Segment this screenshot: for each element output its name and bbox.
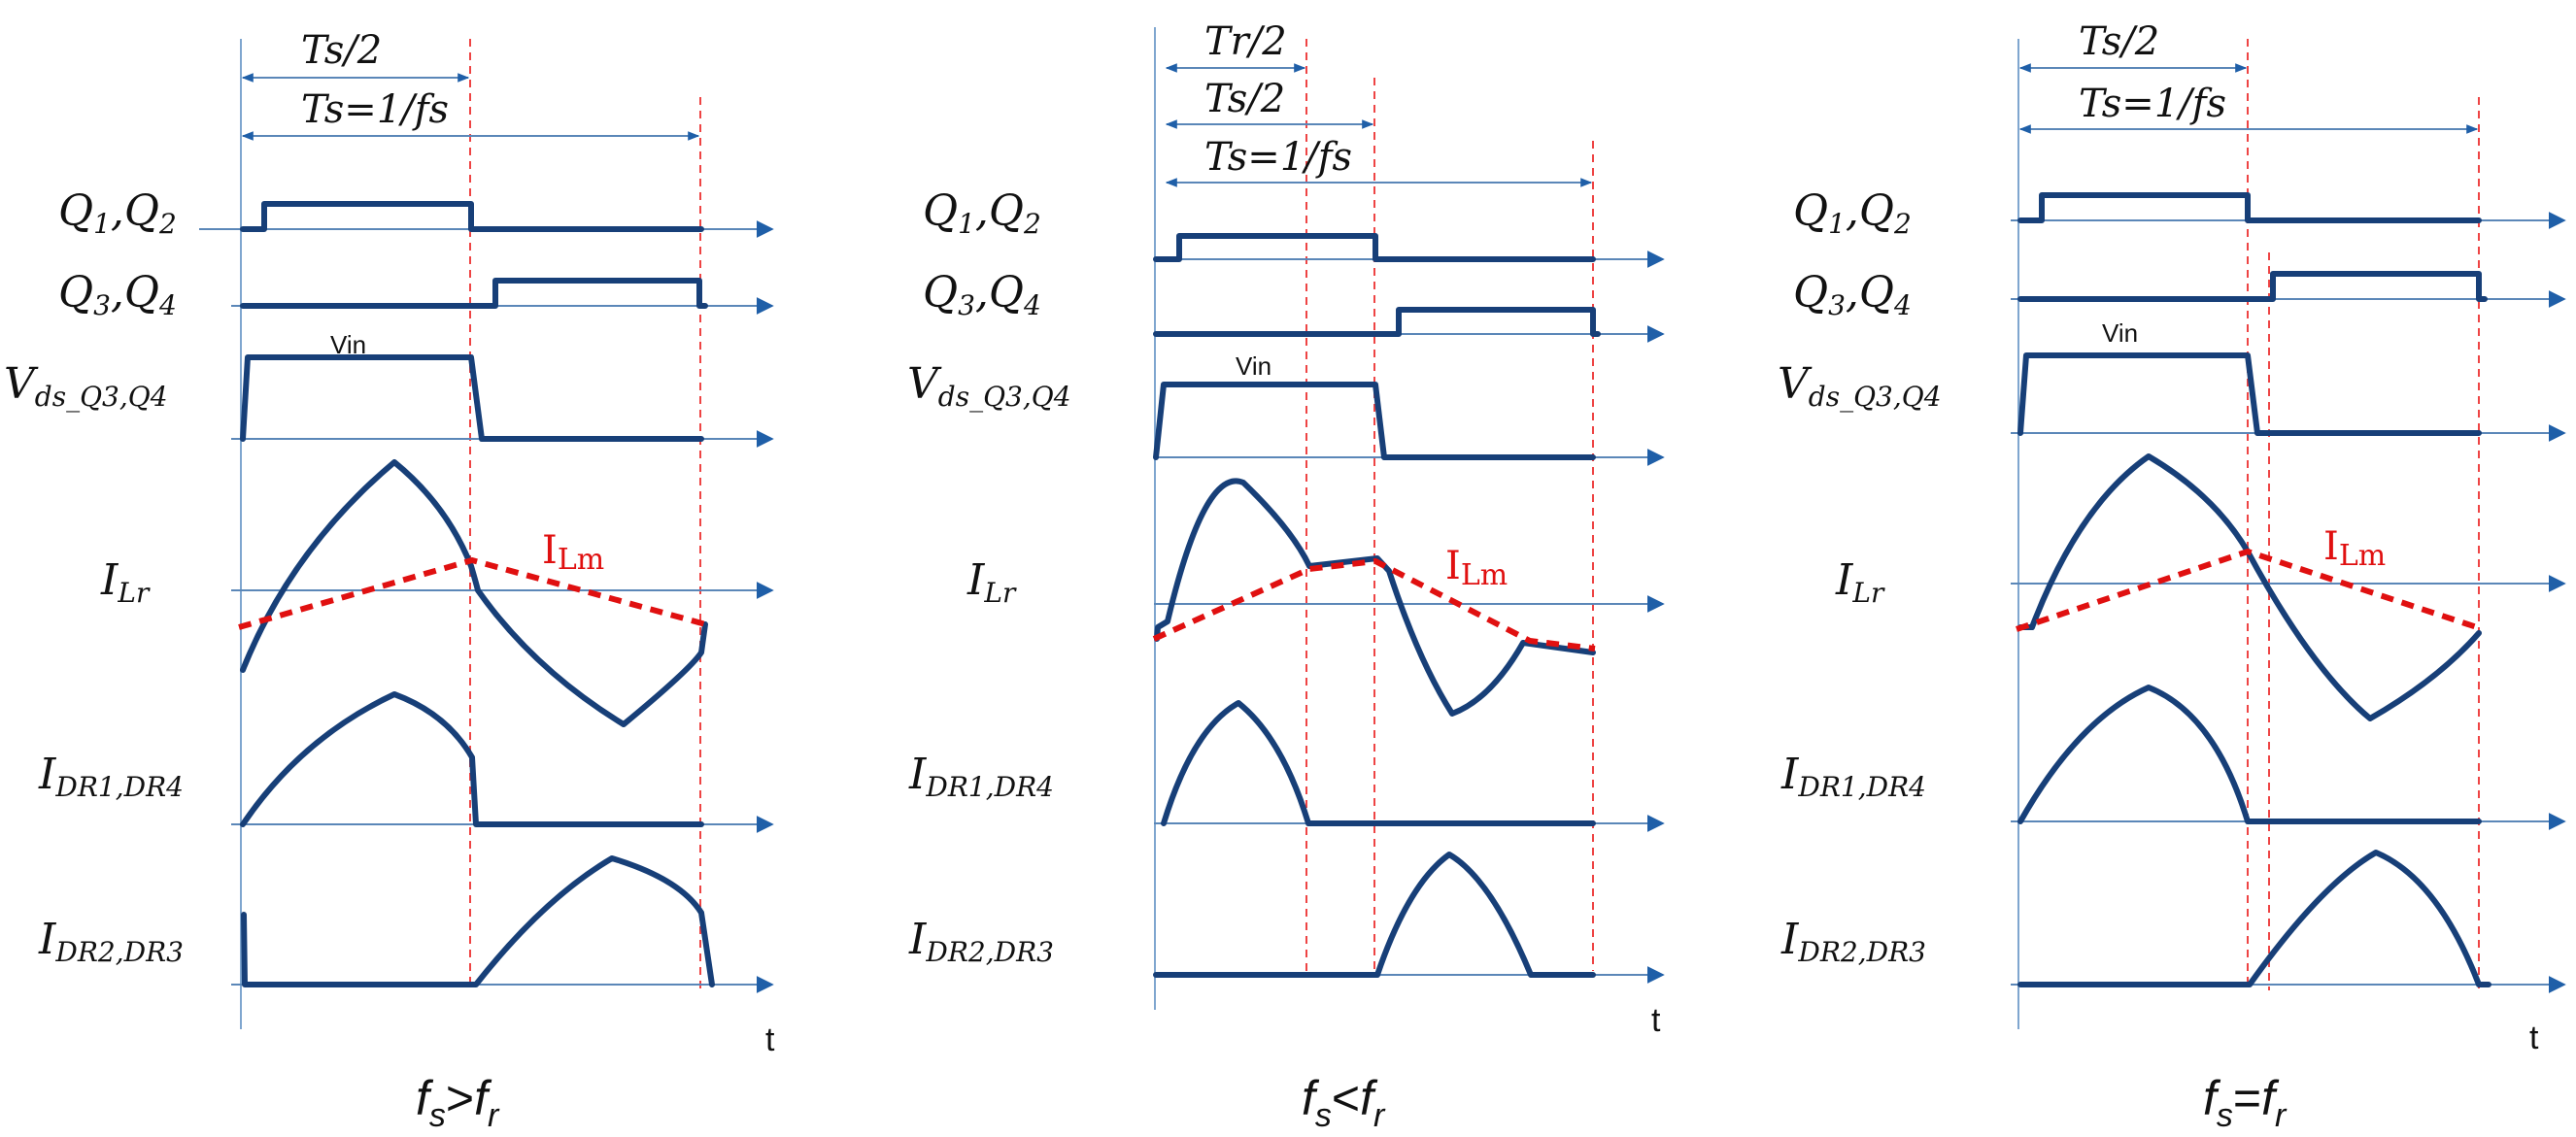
vds-q3-q4-waveform: [1153, 382, 1596, 460]
dimension-label: Ts=1/fs: [1204, 135, 1352, 180]
signal-label-idr2-dr3: IDR2,DR3: [38, 915, 184, 968]
panel-fs-equal-fr: Ts/2 Ts=1/fs ILm Vin t fs=fr Q1,Q2 Q3,Q4…: [1778, 19, 2566, 1134]
signal-label-idr2-dr3: IDR2,DR3: [908, 915, 1054, 968]
signal-label-vds: Vds_Q3,Q4: [907, 359, 1071, 413]
idr2-dr3-waveform: [241, 855, 715, 987]
time-label: t: [1651, 1002, 1661, 1039]
dimension-label: Ts/2: [1204, 77, 1285, 121]
q1-q2-gate-signal: [1153, 233, 1596, 262]
dimension-label: Ts=1/fs: [2079, 82, 2226, 126]
ilr-waveform: [240, 459, 708, 727]
ilm-dashed-waveform: [238, 556, 710, 630]
idr2-dr3-waveform: [1153, 852, 1596, 978]
q3-q4-gate-signal: [1153, 307, 1601, 337]
idr1-dr4-waveform: [1161, 700, 1596, 826]
vin-label: Vin: [2102, 318, 2138, 348]
condition-label: fs<fr: [1302, 1071, 1386, 1134]
q1-q2-gate-signal: [240, 201, 704, 232]
ilm-dashed-waveform: [2016, 548, 2484, 632]
ilm-label: ILm: [542, 528, 604, 577]
dimension-label: Ts=1/fs: [301, 87, 449, 132]
signal-label-q1-q2: Q1,Q2: [58, 186, 177, 240]
ilr-waveform: [2017, 453, 2482, 721]
signal-label-ilr: ILr: [1835, 555, 1885, 609]
time-label: t: [2529, 1020, 2539, 1056]
ilm-label: ILm: [1445, 544, 1508, 592]
q3-q4-gate-signal: [240, 278, 708, 309]
q3-q4-gate-signal: [2017, 271, 2488, 302]
vds-q3-q4-waveform: [240, 354, 704, 442]
ilm-label: ILm: [2323, 524, 2386, 573]
time-label: t: [765, 1021, 775, 1058]
ilr-waveform: [1154, 478, 1596, 717]
signal-label-q3-q4: Q3,Q4: [58, 268, 177, 321]
idr1-dr4-waveform: [2017, 685, 2482, 824]
vds-q3-q4-waveform: [2017, 352, 2482, 436]
signal-label-idr1-dr4: IDR1,DR4: [38, 750, 184, 803]
signal-label-vds: Vds_Q3,Q4: [4, 359, 168, 413]
panel-fs-greater-than-fr: Ts/2 Ts=1/fs ILm Vin t fs>fr Q1,Q2 Q3,Q4…: [4, 28, 775, 1134]
ilm-dashed-waveform: [1152, 557, 1596, 652]
signal-label-q3-q4: Q3,Q4: [923, 268, 1041, 321]
signal-label-ilr: ILr: [100, 555, 151, 609]
idr2-dr3-waveform: [2017, 850, 2491, 987]
condition-label: fs>fr: [416, 1071, 500, 1134]
signal-label-idr1-dr4: IDR1,DR4: [1780, 750, 1926, 803]
signal-label-ilr: ILr: [966, 555, 1017, 609]
dimension-label: Ts/2: [2079, 19, 2159, 64]
signal-label-idr1-dr4: IDR1,DR4: [908, 750, 1054, 803]
signal-label-idr2-dr3: IDR2,DR3: [1780, 915, 1926, 968]
vin-label: Vin: [330, 330, 366, 359]
dimension-label: Ts/2: [301, 28, 382, 73]
q1-q2-gate-signal: [2017, 192, 2482, 223]
condition-label: fs=fr: [2203, 1071, 2288, 1134]
idr1-dr4-waveform: [240, 691, 704, 827]
dimension-label: Tr/2: [1204, 19, 1287, 64]
signal-label-q3-q4: Q3,Q4: [1793, 268, 1912, 321]
signal-label-q1-q2: Q1,Q2: [1793, 186, 1912, 240]
signal-label-vds: Vds_Q3,Q4: [1778, 359, 1942, 413]
vin-label: Vin: [1236, 351, 1271, 381]
panel-fs-less-than-fr: Tr/2 Ts/2 Ts=1/fs ILm Vin t fs<fr Q1,Q2 …: [907, 19, 1665, 1134]
signal-label-q1-q2: Q1,Q2: [923, 186, 1041, 240]
